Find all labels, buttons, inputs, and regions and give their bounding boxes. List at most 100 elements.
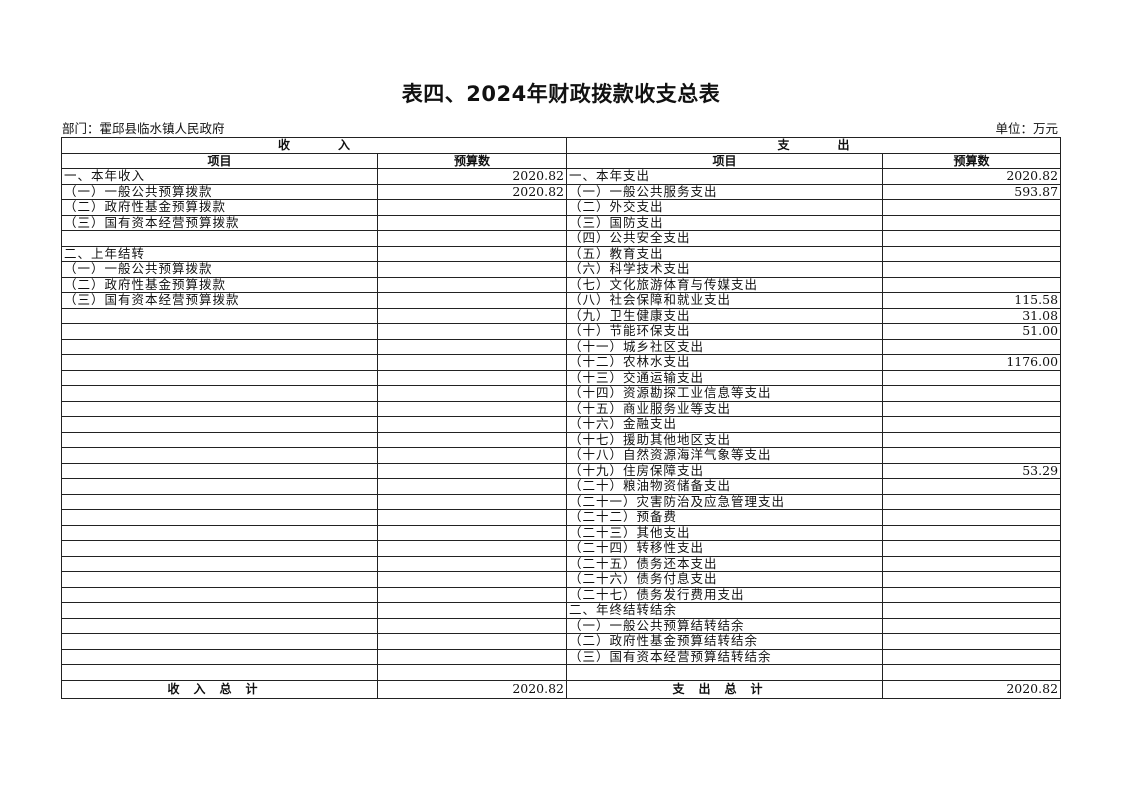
expense-value [882,199,1062,216]
income-value [376,493,568,510]
table-row: （三）国有资本经营预算结转结余 [61,648,1062,665]
table-row: （一）一般公共预算结转结余 [61,617,1062,634]
table-row: （二十二）预备费 [61,509,1062,526]
income-value [376,292,568,309]
expense-item: （十一）城乡社区支出 [566,338,884,355]
expense-value [882,633,1062,650]
expense-value [882,664,1062,681]
expense-item: （十八）自然资源海洋气象等支出 [566,447,884,464]
table-row [61,664,1062,681]
income-item [61,416,378,433]
expense-item: （二十七）债务发行费用支出 [566,586,884,603]
income-value [376,555,568,572]
income-item: 二、上年结转 [61,245,378,262]
income-item [61,338,378,355]
expense-value [882,431,1062,448]
income-item [61,230,378,247]
expense-item: （五）教育支出 [566,245,884,262]
expense-item: （十）节能环保支出 [566,323,884,340]
income-item [61,509,378,526]
income-item: （一）一般公共预算拨款 [61,261,378,278]
expense-value [882,586,1062,603]
income-header: 收 入 [60,137,568,154]
table-row: （二十三）其他支出 [61,524,1062,541]
income-item [61,400,378,417]
income-item [61,323,378,340]
expense-value: 31.08 [882,307,1062,324]
expense-item [566,664,884,681]
income-item [61,431,378,448]
expense-value [882,338,1062,355]
expense-item: （十二）农林水支出 [566,354,884,371]
expense-value [882,555,1062,572]
page-title: 表四、2024年财政拨款收支总表 [401,82,721,106]
table-row: 二、上年结转 （五）教育支出 [61,245,1062,262]
expense-value [882,617,1062,634]
expense-item: （二十六）债务付息支出 [566,571,884,588]
income-value [376,431,568,448]
table-row: （十三）交通运输支出 [61,369,1062,386]
income-item [61,493,378,510]
expense-value [882,478,1062,495]
expense-item: （二十四）转移性支出 [566,540,884,557]
income-item [61,571,378,588]
table-row: （一）一般公共预算拨款 2020.82 （一）一般公共服务支出 593.87 [61,183,1062,200]
income-item [61,354,378,371]
income-value [376,307,568,324]
income-value [376,385,568,402]
expense-value: 53.29 [882,462,1062,479]
expense-value [882,369,1062,386]
expense-item: （十九）住房保障支出 [566,462,884,479]
table-row: （二十七）债务发行费用支出 [61,586,1062,603]
table-row: （十）节能环保支出 51.00 [61,323,1062,340]
income-value [376,338,568,355]
table-row: （二）政府性基金预算拨款 （二）外交支出 [61,199,1062,216]
expense-value [882,602,1062,619]
table-row: （十二）农林水支出 1176.00 [61,354,1062,371]
income-item [61,602,378,619]
expense-value [882,493,1062,510]
income-item: （三）国有资本经营预算拨款 [61,214,378,231]
expense-item: （二十一）灾害防治及应急管理支出 [566,493,884,510]
expense-header: 支 出 [566,137,1062,154]
expense-item: （十七）援助其他地区支出 [566,431,884,448]
table-row: （十一）城乡社区支出 [61,338,1062,355]
budget-summary-table: 收 入 支 出 项目 预算数 项目 预算数 一、本年收入 2020.82 一、本年支… [60,137,1062,699]
expense-value: 2020.82 [882,168,1062,185]
income-item [61,447,378,464]
table-row: （二十六）债务付息支出 [61,571,1062,588]
table-row: 一、本年收入 2020.82 一、本年支出 2020.82 [61,168,1062,185]
income-value [376,261,568,278]
expense-value [882,261,1062,278]
income-item [61,462,378,479]
expense-item: （二十）粮油物资储备支出 [566,478,884,495]
table-row: （三）国有资本经营预算拨款 （八）社会保障和就业支出 115.58 [61,292,1062,309]
income-value: 2020.82 [376,168,568,185]
income-total-value: 2020.82 [376,679,568,699]
table-row: （二十）粮油物资储备支出 [61,478,1062,495]
expense-item: （四）公共安全支出 [566,230,884,247]
expense-total-label: 支出总计 [566,679,884,699]
expense-value [882,540,1062,557]
table-row: （二）政府性基金预算结转结余 [61,633,1062,650]
income-value [376,664,568,681]
income-total-label: 收入总计 [61,679,378,699]
income-value [376,478,568,495]
expense-value [882,447,1062,464]
expense-value [882,400,1062,417]
table-row: （十四）资源勘探工业信息等支出 [61,385,1062,402]
table-row: （四）公共安全支出 [61,230,1062,247]
expense-value [882,571,1062,588]
income-value [376,230,568,247]
expense-item: （十六）金融支出 [566,416,884,433]
income-value [376,245,568,262]
expense-value: 1176.00 [882,354,1062,371]
table-row: （二）政府性基金预算拨款 （七）文化旅游体育与传媒支出 [61,276,1062,293]
table-row: （二十一）灾害防治及应急管理支出 [61,493,1062,510]
income-budget-header: 预算数 [376,152,568,169]
expense-item: （二十二）预备费 [566,509,884,526]
expense-item: （十三）交通运输支出 [566,369,884,386]
income-item [61,586,378,603]
expense-item: 一、本年支出 [566,168,884,185]
expense-value: 51.00 [882,323,1062,340]
